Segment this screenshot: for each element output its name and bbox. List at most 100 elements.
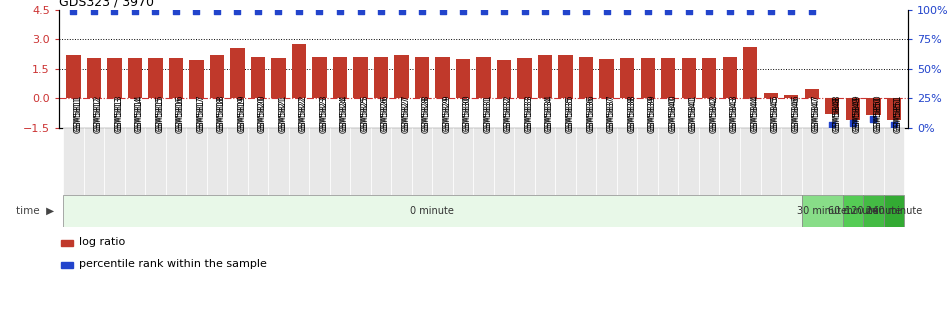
Point xyxy=(537,8,553,14)
Text: GSM5847: GSM5847 xyxy=(812,96,821,133)
Bar xyxy=(84,128,104,195)
Text: GSM5848: GSM5848 xyxy=(832,94,842,131)
Text: GSM5822: GSM5822 xyxy=(299,97,308,133)
Text: 30 minute: 30 minute xyxy=(797,206,847,216)
Bar xyxy=(412,128,433,195)
Text: GSM5841: GSM5841 xyxy=(689,94,698,131)
Bar xyxy=(682,58,696,98)
Text: GSM5817: GSM5817 xyxy=(197,96,205,133)
Text: GSM5837: GSM5837 xyxy=(607,96,615,133)
Bar xyxy=(165,128,186,195)
Bar xyxy=(186,128,206,195)
Text: GSM5828: GSM5828 xyxy=(422,95,431,131)
Point xyxy=(496,8,512,14)
Bar xyxy=(599,59,613,98)
Point xyxy=(702,8,717,14)
Text: GSM5812: GSM5812 xyxy=(94,95,103,131)
Bar xyxy=(125,128,146,195)
Bar xyxy=(456,59,470,98)
Point xyxy=(250,8,265,14)
Text: GSM5815: GSM5815 xyxy=(155,94,165,131)
Text: GSM5824: GSM5824 xyxy=(340,94,349,131)
Bar xyxy=(534,128,555,195)
Text: GSM5826: GSM5826 xyxy=(381,94,390,131)
Text: 120 minute: 120 minute xyxy=(845,206,902,216)
Text: GSM5842: GSM5842 xyxy=(709,96,718,133)
Bar xyxy=(617,128,637,195)
Text: GSM5811: GSM5811 xyxy=(73,97,83,133)
Point xyxy=(743,8,758,14)
Point xyxy=(722,8,737,14)
Bar xyxy=(764,93,778,98)
Point xyxy=(865,117,881,122)
Point xyxy=(435,8,450,14)
Point xyxy=(661,8,676,14)
Bar xyxy=(843,128,864,195)
Bar xyxy=(104,128,125,195)
Text: GSM5833: GSM5833 xyxy=(525,94,534,131)
Point xyxy=(558,8,573,14)
Bar xyxy=(312,57,326,98)
Point xyxy=(825,123,840,128)
Text: GSM5840: GSM5840 xyxy=(669,96,677,133)
Bar xyxy=(720,128,740,195)
Text: GSM5835: GSM5835 xyxy=(566,94,574,131)
Bar xyxy=(822,128,843,195)
Bar xyxy=(702,58,716,98)
Text: GSM5830: GSM5830 xyxy=(463,94,472,131)
Bar xyxy=(210,55,224,98)
Text: GSM5847: GSM5847 xyxy=(812,94,821,131)
Bar xyxy=(576,128,596,195)
Bar xyxy=(538,55,553,98)
Bar xyxy=(436,57,450,98)
Point xyxy=(599,8,614,14)
Text: GSM5850: GSM5850 xyxy=(873,96,883,133)
Text: GSM5815: GSM5815 xyxy=(155,96,165,133)
Bar xyxy=(641,58,655,98)
Text: GSM5830: GSM5830 xyxy=(463,96,472,133)
Text: GSM5832: GSM5832 xyxy=(504,96,514,133)
Text: GSM5827: GSM5827 xyxy=(401,96,411,133)
Text: GSM5824: GSM5824 xyxy=(340,96,349,133)
Text: GSM5825: GSM5825 xyxy=(360,96,370,133)
Point xyxy=(189,8,204,14)
Bar xyxy=(333,57,347,98)
Text: GSM5819: GSM5819 xyxy=(238,96,246,133)
Bar xyxy=(494,128,514,195)
Bar xyxy=(395,55,409,98)
Bar xyxy=(781,128,802,195)
Point xyxy=(333,8,348,14)
Text: GSM5818: GSM5818 xyxy=(217,95,226,131)
Text: GSM5829: GSM5829 xyxy=(442,94,452,131)
Bar xyxy=(723,57,737,98)
Point xyxy=(168,8,184,14)
Text: GSM5831: GSM5831 xyxy=(483,94,493,131)
Bar xyxy=(843,195,864,227)
Text: GSM5841: GSM5841 xyxy=(689,96,698,133)
Point xyxy=(230,8,245,14)
Bar xyxy=(661,58,675,98)
Bar xyxy=(825,98,840,114)
Text: percentile rank within the sample: percentile rank within the sample xyxy=(79,259,267,269)
Bar xyxy=(579,57,593,98)
Bar xyxy=(620,58,634,98)
Bar xyxy=(371,128,391,195)
Text: 60 minute: 60 minute xyxy=(827,206,878,216)
Point xyxy=(681,8,696,14)
Text: GSM5849: GSM5849 xyxy=(853,96,862,133)
Bar xyxy=(87,58,101,98)
Text: GSM5822: GSM5822 xyxy=(299,95,308,131)
Text: GSM5816: GSM5816 xyxy=(176,96,184,133)
Text: GSM5851: GSM5851 xyxy=(894,96,902,133)
Text: GSM5844: GSM5844 xyxy=(750,96,759,133)
Bar xyxy=(292,44,306,98)
Text: GSM5834: GSM5834 xyxy=(545,94,554,131)
Text: GSM5838: GSM5838 xyxy=(627,96,636,133)
Text: GSM5813: GSM5813 xyxy=(114,96,124,133)
Text: GSM5816: GSM5816 xyxy=(176,94,184,131)
Point xyxy=(353,8,368,14)
Bar xyxy=(354,57,368,98)
Bar xyxy=(637,128,658,195)
Bar xyxy=(289,128,309,195)
Text: GSM5812: GSM5812 xyxy=(94,97,103,133)
